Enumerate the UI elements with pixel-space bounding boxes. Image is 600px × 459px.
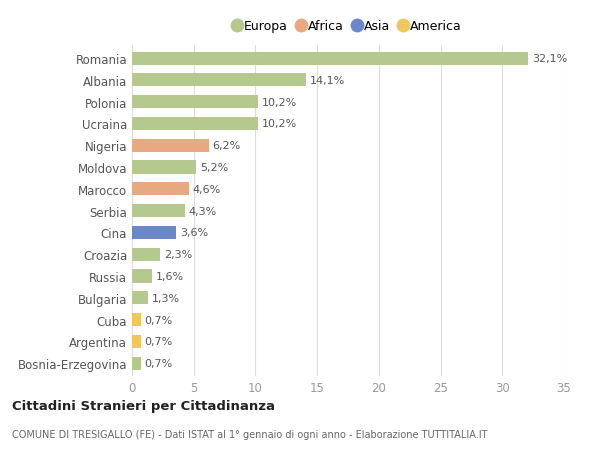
Text: 4,6%: 4,6% <box>193 185 221 195</box>
Text: 6,2%: 6,2% <box>212 141 241 151</box>
Bar <box>132 183 189 196</box>
Text: 1,3%: 1,3% <box>152 293 180 303</box>
Text: 1,6%: 1,6% <box>155 271 184 281</box>
Legend: Europa, Africa, Asia, America: Europa, Africa, Asia, America <box>234 20 462 33</box>
Bar <box>132 74 306 87</box>
Bar <box>132 226 176 240</box>
Text: 4,3%: 4,3% <box>189 206 217 216</box>
Bar <box>132 313 140 326</box>
Text: 10,2%: 10,2% <box>262 97 297 107</box>
Bar <box>132 205 185 218</box>
Bar <box>132 335 140 348</box>
Bar <box>132 248 160 261</box>
Bar <box>132 270 152 283</box>
Text: 32,1%: 32,1% <box>532 54 567 64</box>
Text: 10,2%: 10,2% <box>262 119 297 129</box>
Text: 3,6%: 3,6% <box>180 228 208 238</box>
Text: 0,7%: 0,7% <box>145 315 173 325</box>
Bar <box>132 118 258 131</box>
Bar <box>132 357 140 370</box>
Text: Cittadini Stranieri per Cittadinanza: Cittadini Stranieri per Cittadinanza <box>12 399 275 412</box>
Text: 14,1%: 14,1% <box>310 76 345 86</box>
Text: 0,7%: 0,7% <box>145 336 173 347</box>
Bar <box>132 52 528 66</box>
Bar <box>132 291 148 305</box>
Text: 0,7%: 0,7% <box>145 358 173 368</box>
Bar <box>132 140 209 152</box>
Text: COMUNE DI TRESIGALLO (FE) - Dati ISTAT al 1° gennaio di ogni anno - Elaborazione: COMUNE DI TRESIGALLO (FE) - Dati ISTAT a… <box>12 429 487 439</box>
Bar <box>132 96 258 109</box>
Text: 5,2%: 5,2% <box>200 162 228 173</box>
Bar <box>132 161 196 174</box>
Text: 2,3%: 2,3% <box>164 250 193 260</box>
